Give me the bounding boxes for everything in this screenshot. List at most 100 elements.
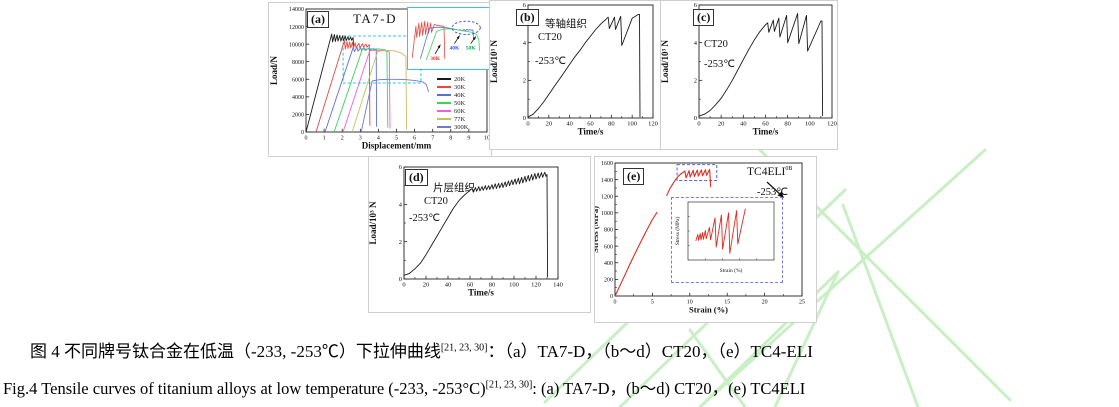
legend-swatch [437,78,451,80]
svg-text:2: 2 [399,239,402,246]
svg-text:40K: 40K [450,46,461,52]
panel-a: 0 1 2 3 4 5 6 7 8 9 10 0 2000 4000 6000 8000 10000 12000 1… [268,2,492,157]
chart-c-plot: 0 20 40 60 80 100 120 0 2 4 6 Time/s Load/10³ N [661,2,837,137]
svg-text:5: 5 [395,136,398,142]
svg-text:100: 100 [509,282,519,289]
svg-text:10000: 10000 [289,42,304,48]
svg-text:2000: 2000 [292,113,304,119]
svg-text:0: 0 [305,136,308,142]
svg-text:1600: 1600 [601,161,613,167]
svg-text:40: 40 [740,121,747,128]
svg-text:15: 15 [724,300,730,306]
panel-e-label: (e) [623,168,645,185]
svg-text:4000: 4000 [292,95,304,101]
caption-en-tail: : (a) TA7-D，(b～d) CT20，(e) TC4ELI [532,379,806,398]
svg-text:120: 120 [531,282,541,289]
svg-text:6: 6 [399,164,403,171]
svg-text:3: 3 [359,136,362,142]
panel-e-alloy-name: TC4ELI [747,166,786,178]
svg-text:120: 120 [648,121,658,128]
panel-c-temperature: -253℃ [704,59,736,70]
svg-text:0: 0 [523,115,526,122]
panel-c-label: (c) [693,9,715,26]
panel-c: 0 20 40 60 80 100 120 0 2 4 6 Time/s Load/10³ N (c) … [660,0,838,150]
panel-d-temperature: -253℃ [409,213,441,224]
svg-text:1000: 1000 [601,211,613,217]
svg-text:6000: 6000 [292,77,304,83]
panel-d: 0 20 40 60 80 100 120 140 0 2 4 6 Time/s Load/10³ N (… [368,156,591,313]
svg-text:0: 0 [301,130,304,136]
svg-text:Stress (MPa): Stress (MPa) [595,206,600,253]
svg-text:200: 200 [604,278,613,284]
panel-d-label: (d) [405,169,428,186]
svg-text:0: 0 [399,276,402,283]
svg-text:Load/10³ N: Load/10³ N [490,40,499,83]
svg-text:10: 10 [687,300,693,306]
legend-label: 30K [454,83,466,91]
svg-text:0: 0 [614,300,617,306]
caption-zh-citation: [21, 23, 30] [440,342,488,354]
svg-text:0: 0 [697,121,700,128]
svg-text:1200: 1200 [601,194,613,200]
svg-text:Load/N: Load/N [269,55,279,85]
legend-item: 60K [437,107,468,115]
legend-label: 40K [454,91,466,99]
svg-text:1: 1 [323,136,326,142]
legend-swatch [437,126,451,128]
panel-d-microstructure: 片层组织 [433,183,475,194]
svg-text:4: 4 [523,40,527,47]
panel-b-temperature: -253℃ [535,56,567,67]
svg-text:Time/s: Time/s [753,127,779,137]
legend-swatch [437,110,451,112]
panel-b-alloy: CT20 [538,32,562,43]
svg-text:50K: 50K [466,46,477,52]
svg-text:400: 400 [604,261,613,267]
legend-label: 300K [454,123,469,131]
legend-swatch [437,86,451,88]
panel-a-title: TA7-D [353,11,398,26]
chart-e-plot: 0 5 10 15 20 25 0 200 400 600 800 1000 1200 1400 1600 S… [595,161,805,315]
svg-text:Strain (%): Strain (%) [689,305,728,315]
caption-en-main: Fig.4 Tensile curves of titanium alloys … [3,379,486,398]
svg-text:0: 0 [694,115,697,122]
legend-label: 50K [454,99,466,107]
chart-b-plot: 0 20 40 60 80 100 120 0 2 4 6 Time/s Load/10³ N [490,2,658,136]
caption-zh-tail: ：（a）TA7-D，（b～d）CT20，（e）TC4-ELI [487,342,813,361]
svg-text:6: 6 [523,2,527,9]
svg-text:80: 80 [784,121,791,128]
svg-text:0: 0 [402,282,405,289]
svg-text:Stress (MPa): Stress (MPa) [674,217,681,246]
svg-text:1400: 1400 [601,178,613,184]
legend-swatch [437,102,451,104]
svg-text:100: 100 [627,121,637,128]
svg-text:8000: 8000 [292,60,304,66]
svg-text:Time/s: Time/s [468,288,494,298]
svg-text:20: 20 [423,282,430,289]
legend-item: 30K [437,83,468,91]
legend-item: 300K [437,123,468,131]
panel-a-label: (a) [307,11,329,28]
svg-text:2: 2 [694,78,697,85]
svg-text:4: 4 [694,40,698,47]
svg-text:Strain (%): Strain (%) [720,267,743,274]
legend-item: 40K [437,91,468,99]
svg-text:12000: 12000 [289,25,304,31]
caption-en-citation: [21, 23, 30] [485,379,533,391]
legend-item: 20K [437,75,468,83]
svg-text:14000: 14000 [289,7,304,13]
svg-text:Displacement/mm: Displacement/mm [362,141,432,151]
svg-text:20: 20 [762,300,768,306]
inset-e: Strain (%) Stress (MPa) [671,197,783,283]
svg-text:6: 6 [694,2,698,9]
svg-text:100: 100 [805,121,815,128]
legend-swatch [437,94,451,96]
svg-text:20: 20 [718,121,725,128]
svg-text:2: 2 [523,78,526,85]
svg-text:30K: 30K [430,56,441,62]
legend: 20K 30K 40K 50K 60K 77K 300K [437,75,468,131]
inset-a-plot: 30K 40K 50K [411,20,481,62]
panel-b-label: (b) [516,9,539,26]
svg-text:7: 7 [431,136,434,142]
legend-item: 50K [437,99,468,107]
legend-label: 77K [454,115,466,123]
